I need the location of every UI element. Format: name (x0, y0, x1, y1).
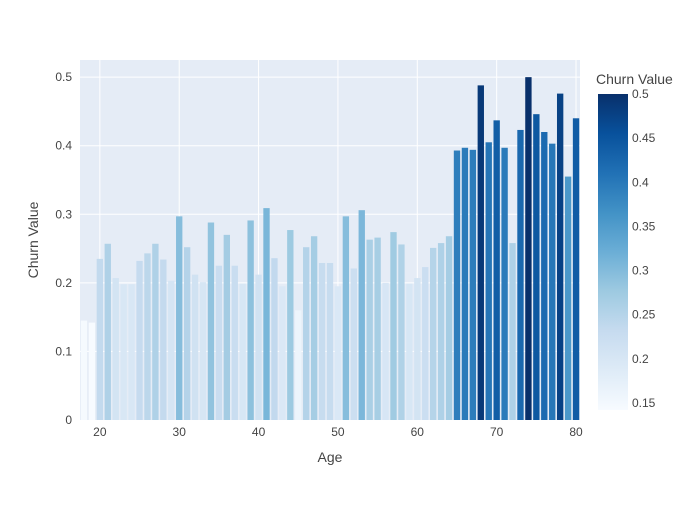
bar[interactable] (215, 265, 223, 420)
bar[interactable] (263, 208, 270, 420)
bar[interactable] (326, 262, 334, 420)
bar[interactable] (334, 286, 342, 420)
bar[interactable] (318, 262, 326, 420)
bar[interactable] (541, 132, 548, 420)
bar[interactable] (255, 274, 262, 420)
bar[interactable] (310, 236, 318, 420)
bar[interactable] (104, 243, 111, 420)
bar[interactable] (533, 114, 540, 421)
bar[interactable] (295, 310, 302, 420)
bar[interactable] (437, 243, 445, 420)
bar[interactable] (176, 216, 183, 420)
bar[interactable] (517, 129, 524, 420)
bar[interactable] (469, 149, 477, 421)
bar[interactable] (279, 286, 286, 420)
x-tick-label: 60 (411, 425, 425, 439)
bar[interactable] (239, 283, 246, 420)
colorbar-ticks: 0.15 0.2 0.25 0.3 0.35 0.4 0.45 0.5 (632, 87, 656, 410)
colorbar-title: Churn Value (596, 71, 673, 87)
bar[interactable] (160, 259, 167, 420)
bar[interactable] (477, 85, 484, 420)
x-tick-label: 80 (569, 425, 583, 439)
y-tick-label: 0.4 (55, 139, 72, 153)
colorbar-tick-label: 0.15 (632, 396, 656, 410)
bar[interactable] (366, 239, 373, 420)
y-axis-ticks: 0 0.1 0.2 0.3 0.4 0.5 (55, 70, 72, 427)
bar[interactable] (231, 265, 238, 420)
y-tick-label: 0.1 (55, 344, 72, 358)
colorbar-tick-label: 0.5 (632, 87, 649, 101)
x-tick-label: 50 (331, 425, 345, 439)
bar[interactable] (453, 150, 461, 420)
bar[interactable] (128, 284, 135, 420)
colorbar-tick-label: 0.45 (632, 131, 656, 145)
bar[interactable] (199, 282, 207, 420)
bar[interactable] (390, 232, 397, 420)
bars (80, 77, 580, 421)
bar[interactable] (430, 247, 437, 420)
bar[interactable] (303, 247, 310, 420)
y-axis-label: Churn Value (25, 201, 41, 278)
bar[interactable] (223, 234, 230, 420)
bar[interactable] (374, 237, 381, 420)
colorbar (598, 94, 628, 410)
bar[interactable] (152, 243, 159, 420)
bar[interactable] (287, 230, 294, 420)
bar[interactable] (461, 147, 469, 420)
bar[interactable] (183, 247, 191, 420)
bar[interactable] (501, 147, 508, 420)
bar[interactable] (207, 222, 215, 420)
y-tick-label: 0.5 (55, 70, 72, 84)
bar[interactable] (120, 284, 127, 420)
bar[interactable] (422, 267, 429, 420)
colorbar-tick-label: 0.3 (632, 264, 649, 278)
colorbar-tick-label: 0.2 (632, 352, 649, 366)
bar[interactable] (136, 260, 143, 420)
bar[interactable] (572, 118, 580, 421)
colorbar-tick-label: 0.4 (632, 175, 649, 189)
bar[interactable] (556, 93, 564, 420)
bar[interactable] (358, 210, 365, 420)
bar[interactable] (406, 283, 413, 420)
x-tick-label: 70 (490, 425, 504, 439)
colorbar-tick-label: 0.35 (632, 219, 656, 233)
bar[interactable] (96, 258, 104, 420)
bar[interactable] (509, 243, 516, 420)
bar[interactable] (80, 320, 88, 420)
bar[interactable] (564, 176, 572, 420)
colorbar-tick-label: 0.25 (632, 308, 656, 322)
bar[interactable] (414, 278, 421, 420)
x-tick-label: 30 (173, 425, 187, 439)
bar[interactable] (350, 268, 357, 420)
x-tick-label: 40 (252, 425, 266, 439)
y-tick-label: 0.3 (55, 207, 72, 221)
bar[interactable] (88, 322, 96, 420)
bar[interactable] (112, 278, 119, 420)
y-tick-label: 0.2 (55, 276, 72, 290)
bar[interactable] (485, 142, 492, 421)
bar[interactable] (398, 244, 405, 420)
bar[interactable] (342, 216, 350, 420)
bar[interactable] (191, 274, 199, 420)
bar[interactable] (168, 280, 175, 420)
bar[interactable] (549, 143, 556, 420)
y-tick-label: 0 (65, 413, 72, 427)
bar[interactable] (144, 253, 151, 420)
bar[interactable] (271, 258, 278, 420)
bar[interactable] (493, 120, 500, 420)
x-tick-label: 20 (93, 425, 107, 439)
bar[interactable] (445, 236, 453, 420)
x-axis-ticks: 20 30 40 50 60 70 80 (93, 425, 583, 439)
bar[interactable] (382, 282, 389, 420)
bar[interactable] (247, 220, 254, 420)
x-axis-label: Age (318, 449, 343, 465)
bar[interactable] (525, 77, 532, 421)
